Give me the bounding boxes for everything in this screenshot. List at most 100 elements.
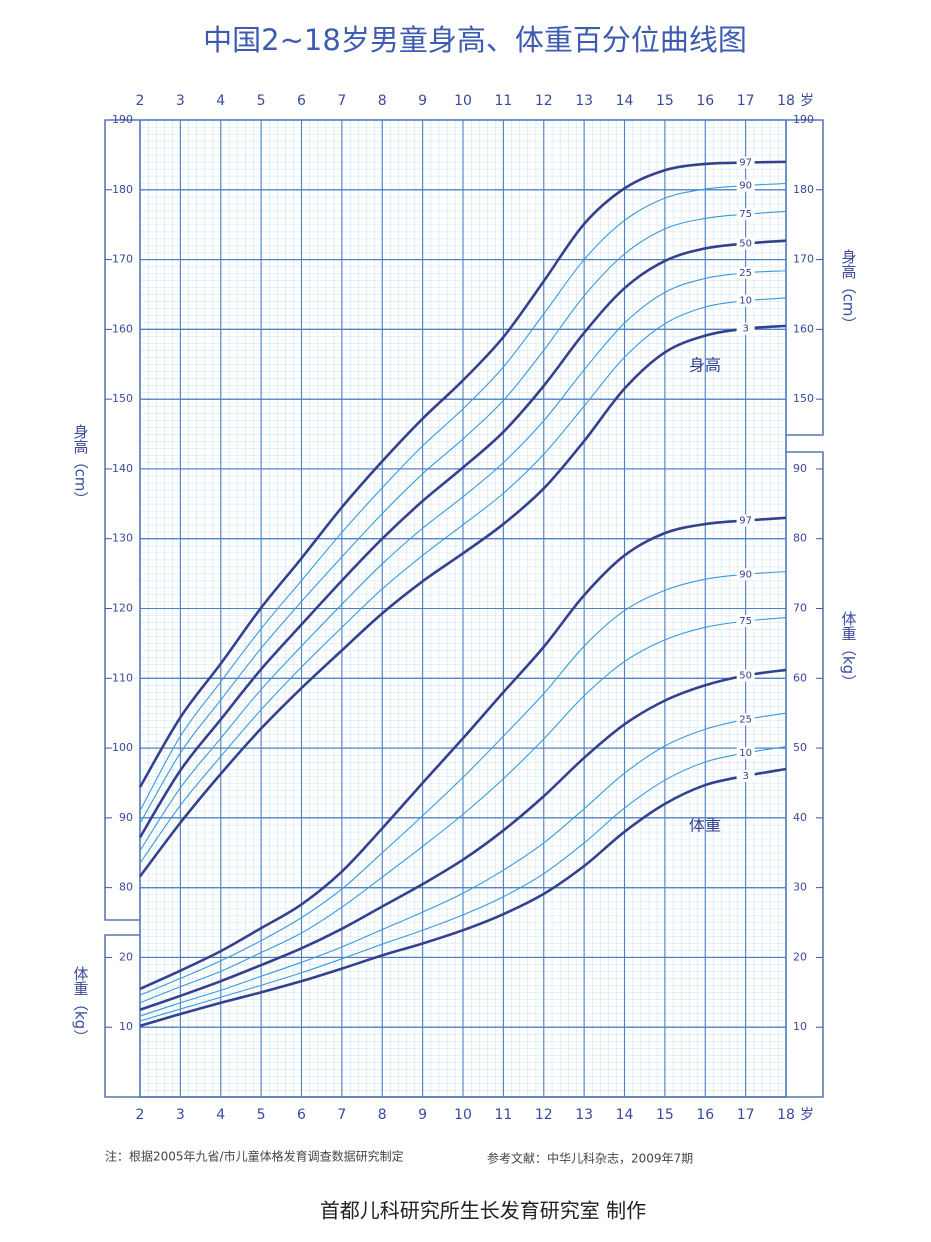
y-tick-label: 30 <box>793 881 807 894</box>
y-axis-label-right: 身高（cm） <box>840 249 858 332</box>
y2-axis-label-right: 体重（kg） <box>840 611 858 689</box>
percentile-label: 90 <box>739 181 752 192</box>
left-axis-frame <box>104 119 140 1098</box>
percentile-line <box>139 297 787 864</box>
x-tick-label: 6 <box>297 93 306 109</box>
percentile-label: 10 <box>739 748 752 759</box>
percentile-line <box>138 239 787 839</box>
label-bg <box>736 294 755 307</box>
label-bg <box>736 769 755 782</box>
percentile-label: 3 <box>742 324 748 335</box>
x-tick-label: 12 <box>535 1107 553 1123</box>
percentile-line <box>139 270 787 851</box>
y-tick-label: 170 <box>112 253 133 266</box>
y-tick-label: 20 <box>793 950 807 963</box>
x-tick-label: 4 <box>216 1107 225 1123</box>
x-tick-label: 15 <box>656 93 674 109</box>
label-bg <box>736 266 755 279</box>
x-tick-label: 11 <box>494 1107 512 1123</box>
chart-title: 中国2~18岁男童身高、体重百分位曲线图 <box>203 23 747 57</box>
y-tick-label: 130 <box>112 532 133 545</box>
percentile-line <box>139 617 787 1004</box>
x-unit: 岁 <box>800 93 814 109</box>
x-tick-label: 13 <box>575 1107 593 1123</box>
x-tick-label: 15 <box>656 1107 674 1123</box>
x-unit: 岁 <box>800 1107 814 1123</box>
percentile-line <box>139 516 787 991</box>
y-tick-label: 160 <box>793 322 814 335</box>
reference: 参考文献：中华儿科杂志，2009年7期 <box>487 1151 693 1166</box>
label-bg <box>736 615 755 628</box>
y-tick-label: 20 <box>119 950 133 963</box>
y-tick-label: 10 <box>119 1020 133 1033</box>
note: 注：根据2005年九省/市儿童体格发育调查数据研究制定 <box>105 1149 404 1164</box>
y-tick-label: 160 <box>112 322 133 335</box>
y-tick-label: 110 <box>112 671 133 684</box>
percentile-line <box>139 668 787 1011</box>
label-bg <box>736 156 755 169</box>
footer: 首都儿科研究所生长发育研究室 制作 <box>320 1199 646 1223</box>
y-axis-label: 身高（cm） <box>72 424 90 507</box>
label-bg <box>736 746 755 759</box>
percentile-label: 3 <box>742 771 748 782</box>
x-tick-label: 3 <box>176 1107 185 1123</box>
x-tick-label: 10 <box>454 93 472 109</box>
percentile-label: 10 <box>739 296 752 307</box>
percentile-line <box>139 182 787 812</box>
x-tick-label: 7 <box>337 1107 346 1123</box>
x-tick-label: 2 <box>136 93 145 109</box>
y-tick-label: 150 <box>112 392 133 405</box>
x-tick-label: 6 <box>297 1107 306 1123</box>
percentile-line <box>139 210 787 824</box>
label-bg <box>736 179 755 192</box>
right-axis-frame <box>786 119 824 1098</box>
x-tick-label: 14 <box>616 1107 634 1123</box>
label-bg <box>736 514 755 527</box>
y-tick-label: 70 <box>793 602 807 615</box>
x-tick-label: 7 <box>337 93 346 109</box>
y-tick-label: 100 <box>112 741 133 754</box>
y-tick-label: 190 <box>112 113 133 126</box>
y-tick-label: 80 <box>793 532 807 545</box>
percentile-label: 25 <box>739 714 752 725</box>
y-tick-label: 150 <box>793 392 814 405</box>
x-tick-label: 4 <box>216 93 225 109</box>
y-tick-label: 90 <box>793 462 807 475</box>
percentile-line <box>139 570 787 996</box>
x-tick-label: 18 <box>777 93 795 109</box>
percentile-label: 50 <box>739 239 752 250</box>
x-tick-label: 16 <box>696 93 714 109</box>
x-tick-label: 18 <box>777 1107 795 1123</box>
x-tick-label: 17 <box>737 1107 755 1123</box>
y-tick-label: 190 <box>793 113 814 126</box>
x-tick-label: 5 <box>257 93 266 109</box>
label-bg <box>736 568 755 581</box>
percentile-label: 97 <box>739 158 752 169</box>
label-bg <box>736 208 755 221</box>
percentile-line <box>138 160 787 788</box>
label-bg <box>736 237 755 250</box>
label-bg <box>736 713 755 726</box>
x-tick-label: 14 <box>616 93 634 109</box>
percentile-label: 75 <box>739 209 752 220</box>
percentile-label: 50 <box>739 670 752 681</box>
percentile-line <box>139 767 787 1028</box>
x-tick-label: 3 <box>176 93 185 109</box>
y-tick-label: 120 <box>112 602 133 615</box>
y-tick-label: 60 <box>793 671 807 684</box>
label-bg <box>736 322 755 335</box>
x-tick-label: 12 <box>535 93 553 109</box>
percentile-label: 97 <box>739 516 752 527</box>
x-tick-label: 5 <box>257 1107 266 1123</box>
y2-axis-label: 体重（kg） <box>72 966 90 1044</box>
y-tick-label: 80 <box>119 881 133 894</box>
y-tick-label: 40 <box>793 811 807 824</box>
y-tick-label: 140 <box>112 462 133 475</box>
percentile-line <box>138 324 787 878</box>
label-bg <box>736 669 755 682</box>
x-tick-label: 11 <box>494 93 512 109</box>
x-tick-label: 8 <box>378 1107 387 1123</box>
y-tick-label: 10 <box>793 1020 807 1033</box>
